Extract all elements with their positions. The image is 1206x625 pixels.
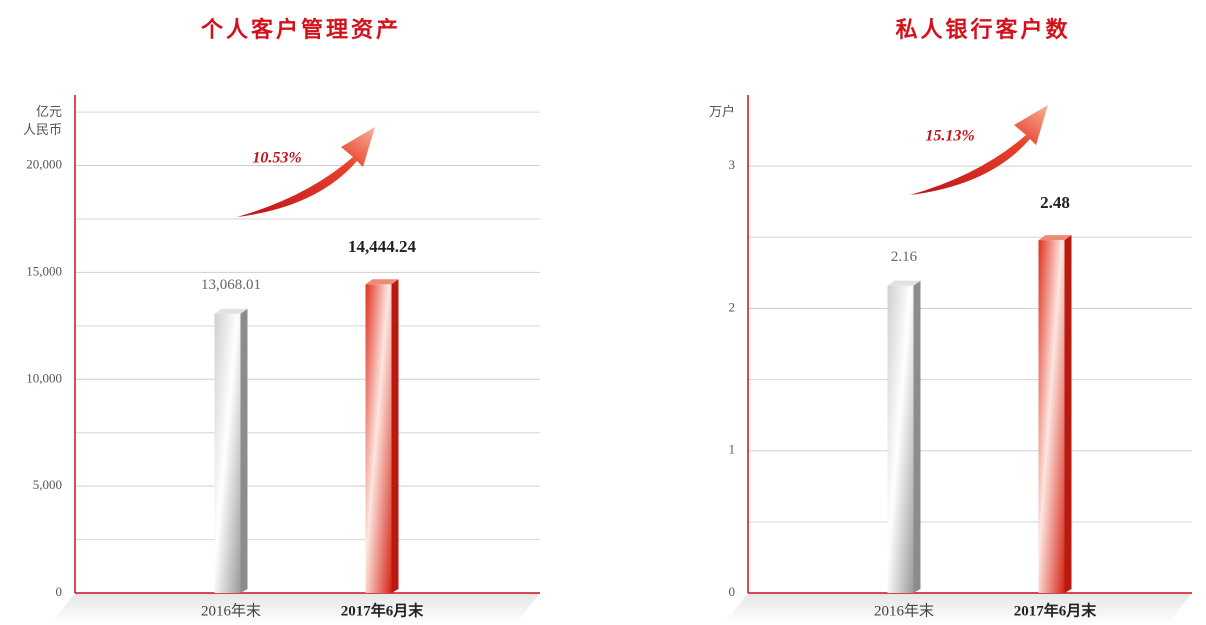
bar-side <box>913 280 921 593</box>
growth-arrow <box>237 127 375 217</box>
y-tick-label: 20,000 <box>26 157 62 172</box>
y-tick-label: 5,000 <box>33 477 62 492</box>
chart-title: 个人客户管理资产 <box>201 17 401 42</box>
y-tick-label: 3 <box>729 157 736 172</box>
growth-arrow <box>910 105 1048 195</box>
floor <box>50 593 540 625</box>
value-label: 14,444.24 <box>348 237 417 256</box>
y-tick-label: 0 <box>729 584 736 599</box>
value-label: 2.48 <box>1040 193 1070 212</box>
x-tick-label: 2016年末 <box>874 602 934 619</box>
bar-side <box>391 279 399 593</box>
growth-label: 10.53% <box>252 150 301 167</box>
x-tick-label: 2017年6月末 <box>341 601 425 619</box>
floor <box>723 593 1192 625</box>
bar-top <box>887 280 921 286</box>
bar <box>887 285 914 593</box>
bar-top <box>1038 235 1072 241</box>
bar <box>214 313 241 593</box>
y-axis-label: 亿元 <box>36 104 62 119</box>
growth-label: 15.13% <box>925 128 974 145</box>
y-tick-label: 0 <box>56 584 63 599</box>
bar <box>365 284 392 593</box>
y-tick-label: 2 <box>729 299 736 314</box>
y-tick-label: 15,000 <box>26 263 62 278</box>
y-tick-label: 1 <box>729 442 736 457</box>
value-label: 13,068.01 <box>201 277 261 293</box>
bar-top <box>214 308 248 314</box>
value-label: 2.16 <box>891 249 918 265</box>
y-axis-label: 万户 <box>709 104 735 119</box>
bar <box>1038 240 1065 594</box>
x-tick-label: 2017年6月末 <box>1014 601 1098 619</box>
y-axis-label: 人民币 <box>23 122 62 137</box>
chart-title: 私人银行客户数 <box>895 17 1070 42</box>
bar-side <box>1064 235 1072 594</box>
bar-side <box>240 308 248 593</box>
x-tick-label: 2016年末 <box>201 602 261 619</box>
y-tick-label: 10,000 <box>26 370 62 385</box>
bar-top <box>365 279 399 285</box>
